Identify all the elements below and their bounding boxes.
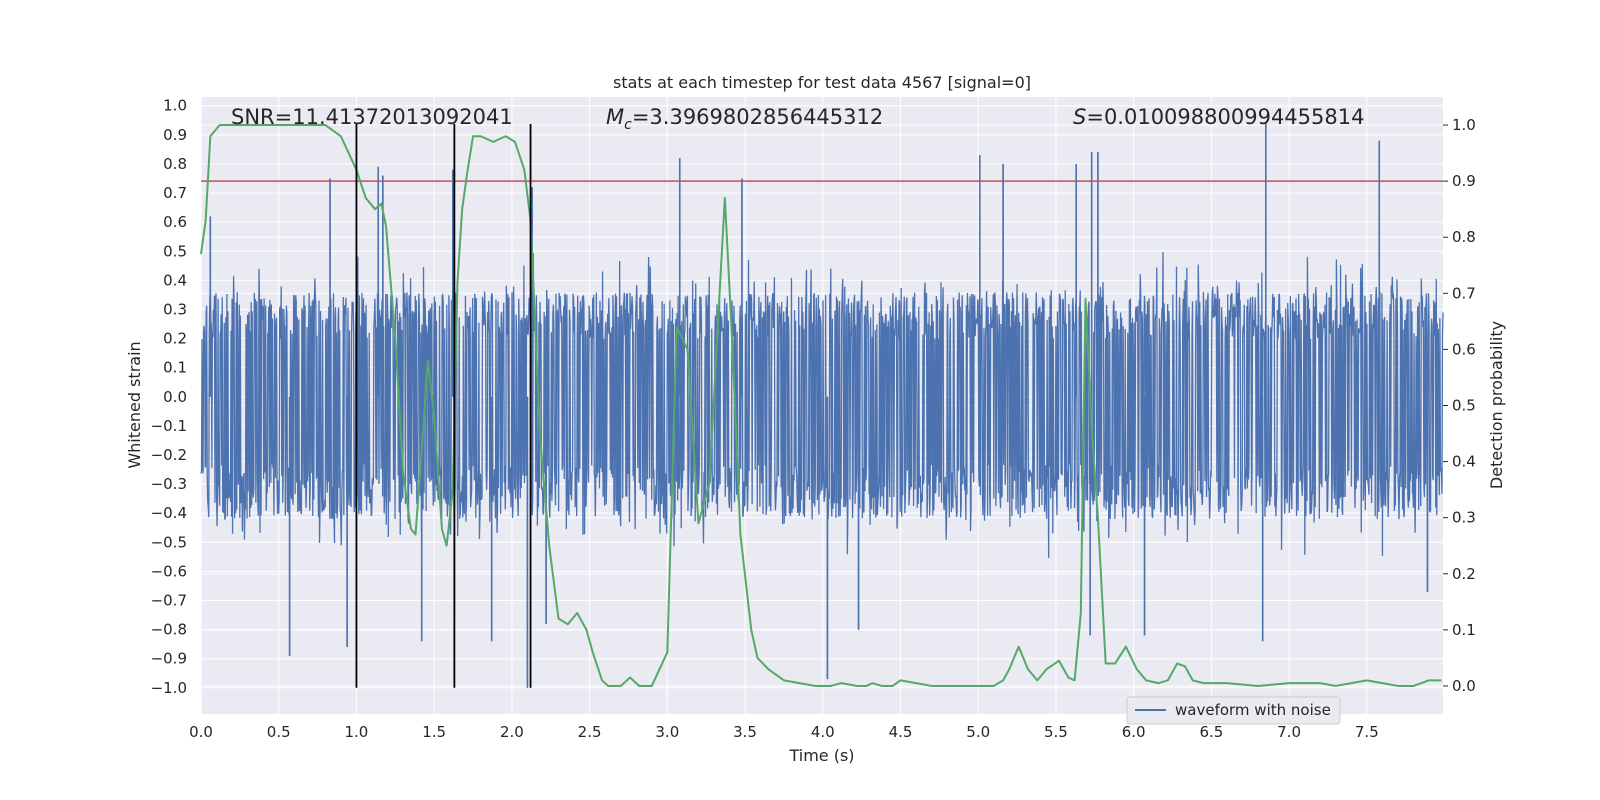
y-tick-label: −0.8: [151, 621, 187, 639]
x-tick-label: 1.5: [422, 723, 446, 741]
x-tick-label: 3.0: [655, 723, 679, 741]
marker-lines: [355, 124, 532, 688]
y-tick-label: 0.6: [163, 213, 187, 231]
x-axis-label: Time (s): [788, 746, 854, 765]
y-tick-label: −0.1: [151, 417, 187, 435]
probability-line: [200, 124, 1442, 687]
y-tick-label: 0.7: [163, 184, 187, 202]
legend-label: waveform with noise: [1175, 701, 1331, 719]
y-tick-label: 0.5: [163, 242, 187, 260]
y-tick-label: 0.3: [163, 300, 187, 318]
y-tick-label: 0.0: [163, 388, 187, 406]
y-axis-label: Whitened strain: [125, 341, 144, 468]
y-tick-label: −0.6: [151, 562, 187, 580]
y2-axis-ticks: 1.0 0.9 0.8 0.7 0.6 0.5 0.4 0.3 0.2 0.1 0.0: [1443, 116, 1476, 695]
y2-tick-label: 0.5: [1452, 397, 1476, 415]
y2-tick-label: 0.0: [1452, 677, 1476, 695]
y-tick-label: −1.0: [151, 679, 187, 697]
chirp-mass-annotation: Mc=3.3969802856445312: [606, 105, 883, 133]
y2-tick-label: 0.3: [1452, 509, 1476, 527]
x-tick-label: 4.5: [889, 723, 913, 741]
y-tick-label: −0.2: [151, 446, 187, 464]
snr-annotation: SNR=11.41372013092041: [231, 105, 513, 129]
x-tick-label: 5.5: [1044, 723, 1068, 741]
chart-title: stats at each timestep for test data 456…: [613, 73, 1031, 92]
y2-tick-label: 0.6: [1452, 340, 1476, 358]
y-tick-label: −0.5: [151, 533, 187, 551]
x-tick-label: 7.0: [1277, 723, 1301, 741]
x-tick-label: 6.5: [1199, 723, 1223, 741]
x-tick-label: 3.5: [733, 723, 757, 741]
x-tick-label: 1.0: [345, 723, 369, 741]
legend: waveform with noise: [1126, 696, 1341, 725]
y-tick-label: 0.1: [163, 359, 187, 377]
y-tick-label: 0.9: [163, 126, 187, 144]
legend-box: [1126, 696, 1341, 725]
x-axis-ticks: 0.0 0.5 1.0 1.5 2.0 2.5 3.0 3.5 4.0 4.5 5.0 5.5 6.0 6…: [189, 723, 1379, 741]
y2-axis-label: Detection probability: [1487, 321, 1506, 489]
x-tick-label: 0.0: [189, 723, 213, 741]
y-tick-label: −0.3: [151, 475, 187, 493]
x-tick-label: 5.0: [966, 723, 990, 741]
x-tick-label: 0.5: [267, 723, 291, 741]
y-tick-label: −0.4: [151, 504, 187, 522]
x-tick-label: 7.5: [1355, 723, 1379, 741]
s-annotation: S=0.010098800994455814: [1073, 105, 1364, 129]
y2-tick-label: 0.8: [1452, 228, 1476, 246]
y2-tick-label: 0.2: [1452, 565, 1476, 583]
y-tick-label: −0.7: [151, 591, 187, 609]
y2-tick-label: 0.1: [1452, 621, 1476, 639]
probability-series: [200, 124, 1442, 687]
x-tick-label: 6.0: [1122, 723, 1146, 741]
x-tick-label: 4.0: [811, 723, 835, 741]
y-tick-label: −0.9: [151, 650, 187, 668]
y2-tick-label: 1.0: [1452, 116, 1476, 134]
y2-tick-label: 0.7: [1452, 284, 1476, 302]
y2-tick-label: 0.4: [1452, 453, 1476, 471]
y-tick-label: 0.4: [163, 271, 187, 289]
y-tick-label: 1.0: [163, 97, 187, 115]
y2-tick-label: 0.9: [1452, 172, 1476, 190]
x-tick-label: 2.0: [500, 723, 524, 741]
y-tick-label: 0.8: [163, 155, 187, 173]
y-axis-ticks: 1.0 0.9 0.8 0.7 0.6 0.5 0.4 0.3 0.2 0.1 0.0 −0.1 −0.…: [151, 97, 187, 697]
x-tick-label: 2.5: [578, 723, 602, 741]
y-tick-label: 0.2: [163, 330, 187, 348]
